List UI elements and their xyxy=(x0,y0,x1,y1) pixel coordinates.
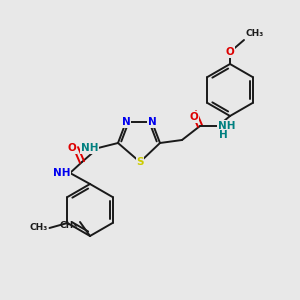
Text: CH₃: CH₃ xyxy=(29,224,47,232)
Text: H: H xyxy=(219,130,228,140)
Text: CH₃: CH₃ xyxy=(60,221,78,230)
Text: O: O xyxy=(67,143,76,153)
Text: NH: NH xyxy=(52,168,70,178)
Text: CH₃: CH₃ xyxy=(246,29,264,38)
Text: NH: NH xyxy=(80,143,98,153)
Text: O: O xyxy=(190,112,198,122)
Text: S: S xyxy=(136,157,144,167)
Text: NH: NH xyxy=(218,121,236,131)
Text: N: N xyxy=(148,117,156,127)
Text: N: N xyxy=(122,117,130,127)
Text: O: O xyxy=(226,47,234,57)
